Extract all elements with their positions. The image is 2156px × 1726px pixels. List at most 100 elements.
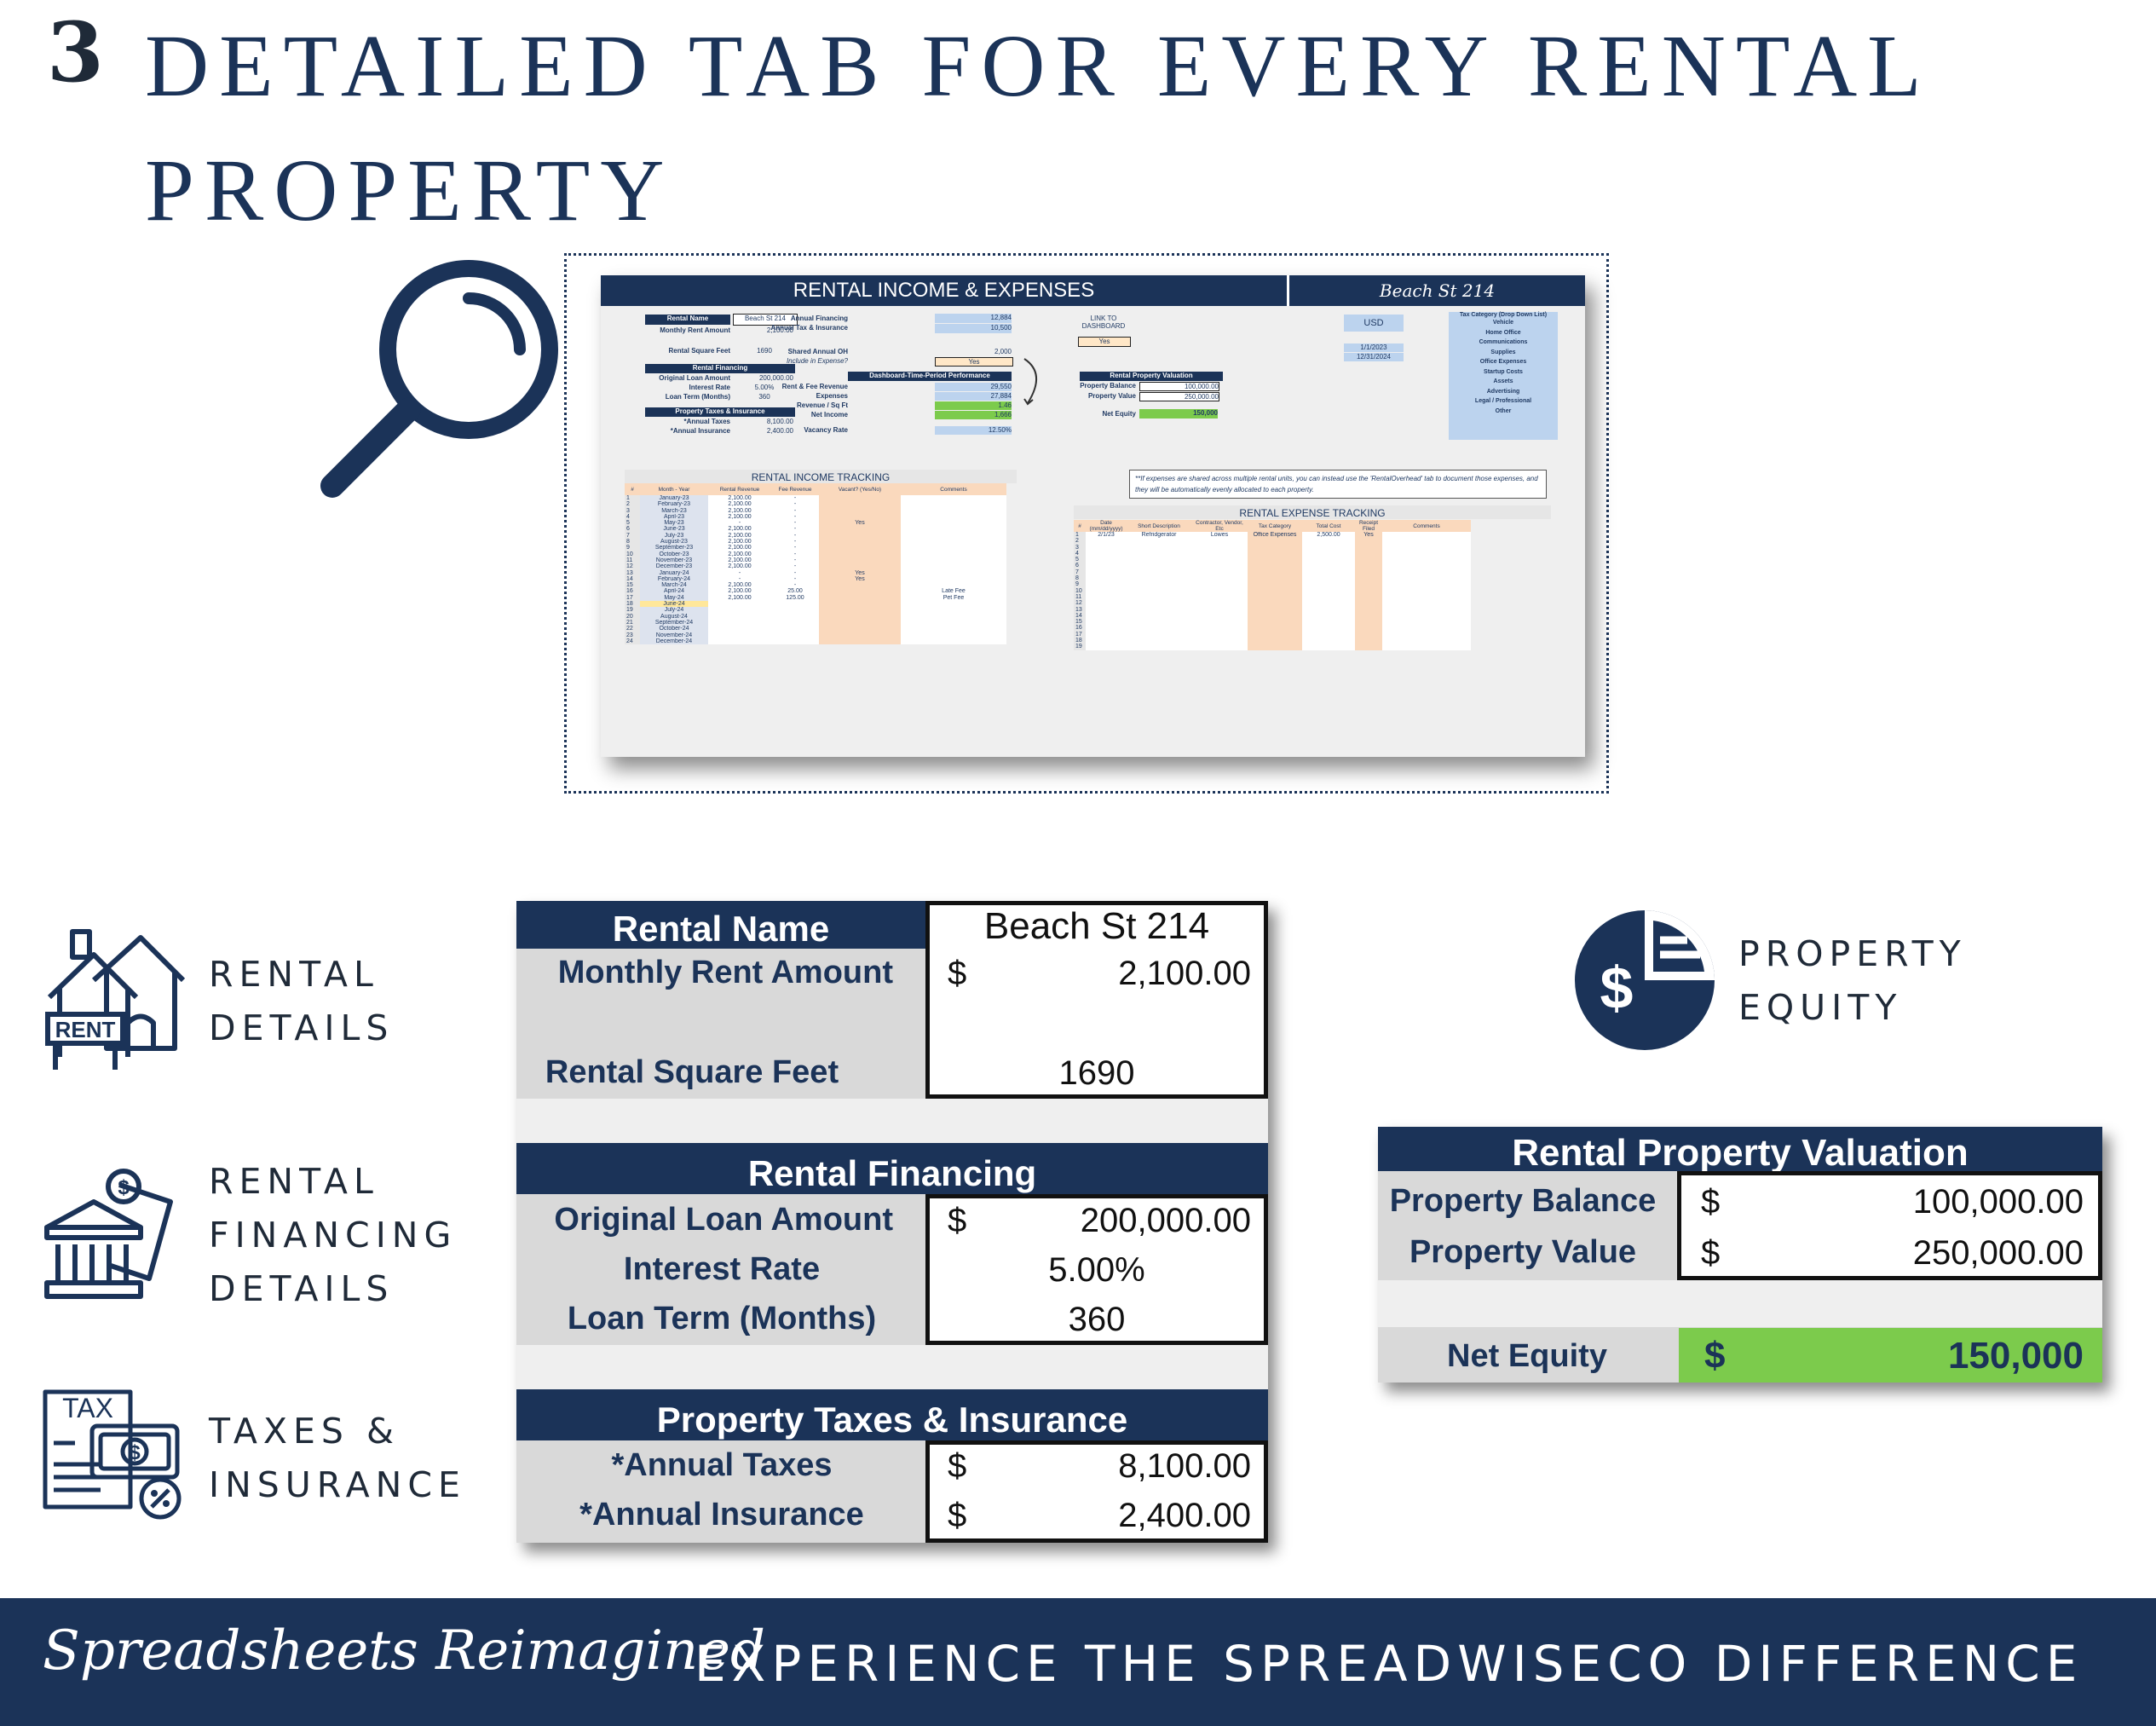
income-cell[interactable] <box>819 601 901 608</box>
expense-cell[interactable] <box>1127 625 1191 632</box>
expense-cell[interactable] <box>1382 532 1471 539</box>
expense-cell[interactable] <box>1382 612 1471 620</box>
expense-cell[interactable] <box>1248 619 1302 626</box>
expense-cell[interactable] <box>1127 550 1191 557</box>
expense-cell[interactable] <box>1248 575 1302 582</box>
income-cell[interactable] <box>819 594 901 602</box>
income-cell[interactable]: Late Fee <box>901 588 1006 595</box>
income-cell[interactable] <box>819 632 901 638</box>
expense-cell[interactable] <box>1302 550 1355 557</box>
expense-cell[interactable] <box>1191 606 1248 613</box>
expense-cell[interactable] <box>1382 631 1471 638</box>
income-cell[interactable] <box>771 601 819 608</box>
expense-cell[interactable] <box>1382 569 1471 576</box>
property-value-value[interactable]: 250,000.00 <box>1912 1234 2084 1272</box>
income-cell[interactable]: 2,100.00 <box>708 582 771 589</box>
expense-cell[interactable] <box>1248 563 1302 569</box>
income-cell[interactable] <box>771 619 819 626</box>
expense-cell[interactable] <box>1191 587 1248 594</box>
expense-cell[interactable] <box>1127 538 1191 545</box>
rental-name-value[interactable]: Beach St 214 <box>983 905 1210 947</box>
income-cell[interactable]: 2,100.00 <box>708 501 771 508</box>
expense-cell[interactable]: Office Expenses <box>1248 532 1302 539</box>
expense-cell[interactable] <box>1302 606 1355 613</box>
income-cell[interactable]: December-24 <box>640 638 708 645</box>
income-cell[interactable]: - <box>771 551 819 557</box>
income-cell[interactable]: October-23 <box>640 551 708 557</box>
expense-cell[interactable] <box>1248 538 1302 545</box>
expense-cell[interactable] <box>1191 625 1248 632</box>
income-cell[interactable] <box>901 526 1006 533</box>
income-cell[interactable] <box>901 532 1006 540</box>
income-cell[interactable] <box>901 563 1006 570</box>
expense-cell[interactable] <box>1248 557 1302 563</box>
income-cell[interactable]: November-23 <box>640 557 708 564</box>
income-cell[interactable] <box>819 619 901 626</box>
income-cell[interactable] <box>901 607 1006 614</box>
expense-cell[interactable] <box>1248 638 1302 644</box>
expense-cell[interactable] <box>1248 612 1302 620</box>
expense-cell[interactable] <box>1086 638 1127 644</box>
expense-cell[interactable] <box>1355 581 1382 588</box>
income-cell[interactable]: 2,100.00 <box>708 551 771 557</box>
expense-cell[interactable] <box>1355 625 1382 632</box>
income-cell[interactable] <box>708 626 771 632</box>
expense-cell[interactable] <box>1086 587 1127 594</box>
income-cell[interactable]: Yes <box>819 569 901 576</box>
expense-cell[interactable] <box>1382 644 1471 650</box>
expense-cell[interactable] <box>1302 557 1355 563</box>
income-cell[interactable]: 2,100.00 <box>708 588 771 595</box>
income-cell[interactable]: November-24 <box>640 632 708 638</box>
expense-cell[interactable] <box>1127 575 1191 582</box>
income-cell[interactable]: - <box>708 520 771 527</box>
expense-cell[interactable] <box>1355 575 1382 582</box>
income-cell[interactable] <box>901 551 1006 557</box>
income-cell[interactable]: June-23 <box>640 526 708 533</box>
income-cell[interactable]: 125.00 <box>771 594 819 602</box>
expense-cell[interactable] <box>1302 644 1355 650</box>
expense-cell[interactable] <box>1248 600 1302 607</box>
expense-cell[interactable] <box>1355 612 1382 620</box>
preview-rental-name-value[interactable]: Beach St 214 <box>733 314 798 326</box>
expense-cell[interactable] <box>1248 581 1302 588</box>
income-cell[interactable] <box>819 539 901 546</box>
expense-cell[interactable] <box>1191 644 1248 650</box>
income-cell[interactable]: Pet Fee <box>901 594 1006 602</box>
expense-cell[interactable] <box>1382 538 1471 545</box>
income-cell[interactable] <box>901 582 1006 589</box>
square-feet-value[interactable]: 1690 <box>1058 1054 1135 1092</box>
expense-cell[interactable] <box>1127 593 1191 601</box>
expense-cell[interactable] <box>1355 606 1382 613</box>
expense-cell[interactable] <box>1086 557 1127 563</box>
expense-cell[interactable] <box>1127 544 1191 551</box>
preview-include-value[interactable]: Yes <box>935 357 1013 367</box>
expense-cell[interactable] <box>1382 550 1471 557</box>
income-cell[interactable]: Yes <box>819 575 901 583</box>
income-cell[interactable] <box>819 513 901 521</box>
expense-cell[interactable] <box>1191 563 1248 569</box>
preview-term-value[interactable]: 360 <box>758 393 770 401</box>
expense-cell[interactable] <box>1248 550 1302 557</box>
income-cell[interactable] <box>901 638 1006 645</box>
expense-cell[interactable]: 2/1/23 <box>1086 532 1127 539</box>
income-cell[interactable] <box>819 626 901 632</box>
income-cell[interactable] <box>819 495 901 502</box>
expense-cell[interactable] <box>1127 557 1191 563</box>
income-cell[interactable]: - <box>771 545 819 551</box>
expense-cell[interactable] <box>1382 557 1471 563</box>
expense-cell[interactable] <box>1191 544 1248 551</box>
income-cell[interactable] <box>708 632 771 638</box>
expense-cell[interactable] <box>1086 612 1127 620</box>
income-cell[interactable]: March-23 <box>640 507 708 514</box>
interest-rate-value[interactable]: 5.00% <box>1048 1251 1145 1289</box>
expense-cell[interactable] <box>1382 600 1471 607</box>
income-cell[interactable]: 2,100.00 <box>708 495 771 502</box>
expense-cell[interactable] <box>1248 631 1302 638</box>
income-cell[interactable]: - <box>708 575 771 583</box>
expense-cell[interactable] <box>1086 563 1127 569</box>
income-cell[interactable]: - <box>771 501 819 508</box>
income-cell[interactable] <box>901 575 1006 583</box>
expense-cell[interactable] <box>1355 557 1382 563</box>
income-cell[interactable] <box>901 501 1006 508</box>
income-cell[interactable]: January-23 <box>640 495 708 502</box>
